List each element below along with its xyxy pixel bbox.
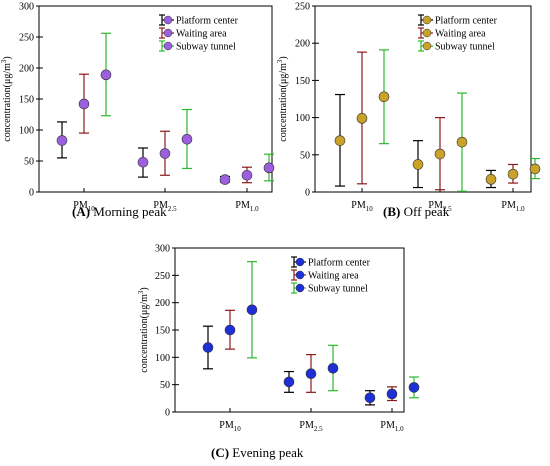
data-point <box>263 162 275 174</box>
y-tick-label: 100 <box>295 113 310 124</box>
data-point <box>327 362 339 374</box>
legend-marker <box>163 15 173 25</box>
panel-caption-text: Evening peak <box>232 445 304 460</box>
data-point <box>219 174 231 185</box>
plot-frame <box>314 5 532 193</box>
legend-marker <box>295 283 305 293</box>
legend-label: Waiting area <box>435 29 486 40</box>
x-category-label: PM2.5 <box>299 420 323 433</box>
panel-letter: (C) <box>211 445 232 460</box>
chart-panel-1: 0 50 100 150 200 250 300 concentration(μg/m3) PM… <box>0 2 275 219</box>
y-tick-label: 300 <box>19 2 34 13</box>
y-tick-label: 100 <box>155 353 170 364</box>
y-tick-label: 50 <box>300 150 310 161</box>
y-tick-label: 150 <box>295 76 310 87</box>
y-tick-label: 150 <box>155 326 170 337</box>
legend-label: Waiting area <box>176 29 227 40</box>
legend-marker <box>422 28 432 38</box>
data-point <box>202 342 214 353</box>
y-tick-label: 100 <box>19 126 34 137</box>
data-point <box>56 135 68 146</box>
x-category-label: PM1.0 <box>235 200 259 213</box>
legend-marker <box>422 15 432 25</box>
legend-label: Subway tunnel <box>308 284 368 295</box>
data-point <box>378 91 390 103</box>
y-tick-label: 300 <box>155 244 170 255</box>
data-point <box>529 163 541 175</box>
x-category-label: PM10 <box>351 200 373 213</box>
y-tick-label: 0 <box>165 408 170 419</box>
y-tick-label: 0 <box>29 188 34 199</box>
legend-label: Waiting area <box>308 271 359 282</box>
data-point <box>386 388 398 400</box>
x-category-label: PM1.0 <box>501 200 525 213</box>
data-point <box>100 69 112 81</box>
data-point <box>507 168 519 180</box>
data-point <box>224 324 236 336</box>
data-point <box>434 148 446 160</box>
panel-caption-text: Off peak <box>404 204 450 219</box>
x-category-label: PM10 <box>219 420 241 433</box>
legend-marker <box>163 28 173 38</box>
data-point <box>246 304 258 316</box>
data-point <box>356 113 368 124</box>
y-tick-label: 0 <box>305 188 310 199</box>
legend-label: Subway tunnel <box>435 42 495 53</box>
y-tick-label: 200 <box>155 298 170 309</box>
panel-caption: (B) Off peak <box>383 204 450 219</box>
data-point <box>137 156 149 168</box>
data-point <box>305 368 317 380</box>
y-tick-label: 250 <box>295 2 310 13</box>
data-point <box>334 135 346 146</box>
data-point <box>159 148 171 159</box>
legend-marker <box>422 41 432 51</box>
x-category-label: PM1.0 <box>380 420 404 433</box>
data-point <box>485 174 497 185</box>
y-tick-label: 200 <box>295 39 310 50</box>
y-tick-label: 250 <box>155 271 170 282</box>
panel-letter: (B) <box>383 204 404 219</box>
panel-letter: (A) <box>72 204 93 219</box>
data-point <box>241 169 253 181</box>
y-tick-label: 200 <box>19 64 34 75</box>
data-point <box>412 159 424 170</box>
legend-label: Platform center <box>176 16 239 27</box>
data-point <box>283 376 295 388</box>
y-axis-label: concentration(μg/m3) <box>137 287 150 373</box>
y-tick-label: 150 <box>19 95 34 106</box>
data-point <box>408 382 420 393</box>
data-point <box>78 98 90 110</box>
chart-panel-2: 0 50 100 150 200 250 concentration(μg/m3) PM10 P… <box>276 2 541 219</box>
panel-caption: (A) Morning peak <box>72 204 167 219</box>
legend-label: Platform center <box>435 16 498 27</box>
y-tick-label: 50 <box>24 157 34 168</box>
y-axis-label: concentration(μg/m3) <box>276 56 289 142</box>
legend-marker <box>295 257 305 267</box>
data-point <box>181 134 193 145</box>
legend-marker <box>295 270 305 280</box>
y-tick-label: 250 <box>19 33 34 44</box>
y-axis-label: concentration(μg/m3) <box>0 56 13 142</box>
chart-panel-3: 0 50 100 150 200 250 300 concentration(μg/m3) PM… <box>137 244 420 460</box>
y-tick-label: 50 <box>160 380 170 391</box>
legend-marker <box>163 41 173 51</box>
panel-caption: (C) Evening peak <box>211 445 304 460</box>
legend-label: Subway tunnel <box>176 42 236 53</box>
plot-frame <box>38 5 273 193</box>
data-point <box>364 392 376 404</box>
legend-label: Platform center <box>308 258 371 269</box>
panel-caption-text: Morning peak <box>93 204 167 219</box>
data-point <box>456 136 468 148</box>
